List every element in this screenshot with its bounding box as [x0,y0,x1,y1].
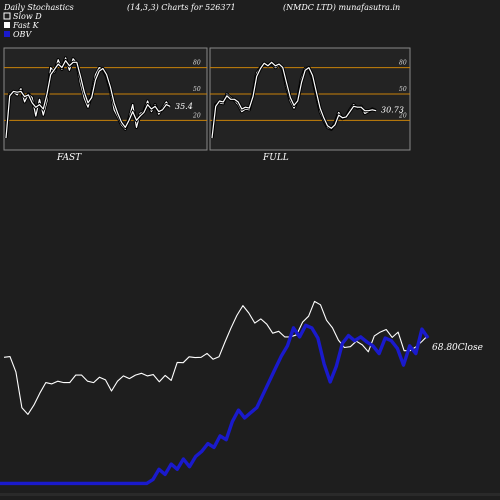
legend: Slow D Fast K OBV [3,12,42,39]
legend-label-obv: OBV [13,30,32,39]
fast-tick-label-20: 20 [192,112,201,119]
full-panel-frame [209,47,411,151]
legend-label-fast-k: Fast K [12,21,40,30]
fast-last-value: 35.4 [175,102,193,111]
full-caption: FULL [262,153,289,163]
close-value-label: 68.80Close [432,343,483,353]
legend-swatch-fast-k [4,22,10,28]
fast-tick-label-50: 50 [193,86,201,93]
fast-tick-label-80: 80 [193,60,201,67]
legend-swatch-slow-d [3,12,11,20]
full-stochastic-panel: 80 50 20 30.73 [209,47,411,151]
full-last-value: 30.73 [381,106,404,115]
fast-panel-frame [3,47,208,151]
header-source: (NMDC LTD) munafasutra.in [283,3,400,12]
fast-stochastic-panel: 80 50 20 35.4 [3,47,208,151]
fast-caption: FAST [56,153,82,163]
bottom-strip [0,493,500,496]
legend-label-slow-d: Slow D [13,12,42,21]
price-obv-panel: 68.80Close [0,300,483,486]
full-tick-label-20: 20 [398,112,407,119]
full-series-1 [211,61,377,139]
fast-series-1 [5,60,171,139]
legend-swatch-obv [4,31,10,37]
header-title: Daily Stochastics [3,3,74,12]
full-tick-label-50: 50 [399,86,407,93]
header-params: (14,3,3) Charts for 526371 [127,3,236,12]
close-price-line [3,300,429,415]
obv-line [0,323,430,486]
full-tick-label-80: 80 [399,60,407,67]
